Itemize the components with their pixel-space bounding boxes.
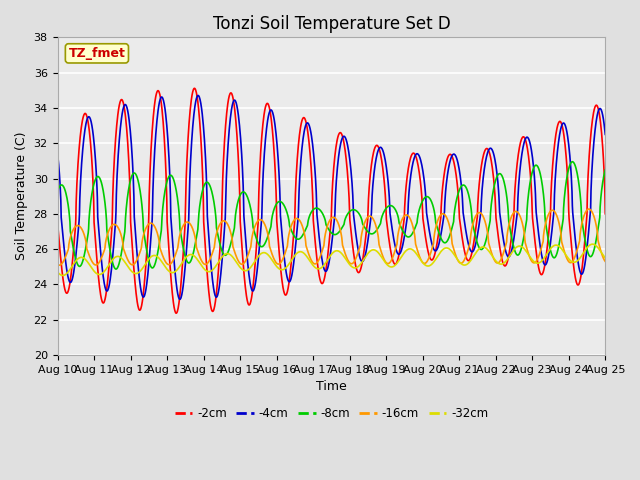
Legend: -2cm, -4cm, -8cm, -16cm, -32cm: -2cm, -4cm, -8cm, -16cm, -32cm — [170, 402, 493, 425]
X-axis label: Time: Time — [316, 380, 347, 393]
Title: Tonzi Soil Temperature Set D: Tonzi Soil Temperature Set D — [212, 15, 451, 33]
Y-axis label: Soil Temperature (C): Soil Temperature (C) — [15, 132, 28, 261]
Text: TZ_fmet: TZ_fmet — [68, 47, 125, 60]
